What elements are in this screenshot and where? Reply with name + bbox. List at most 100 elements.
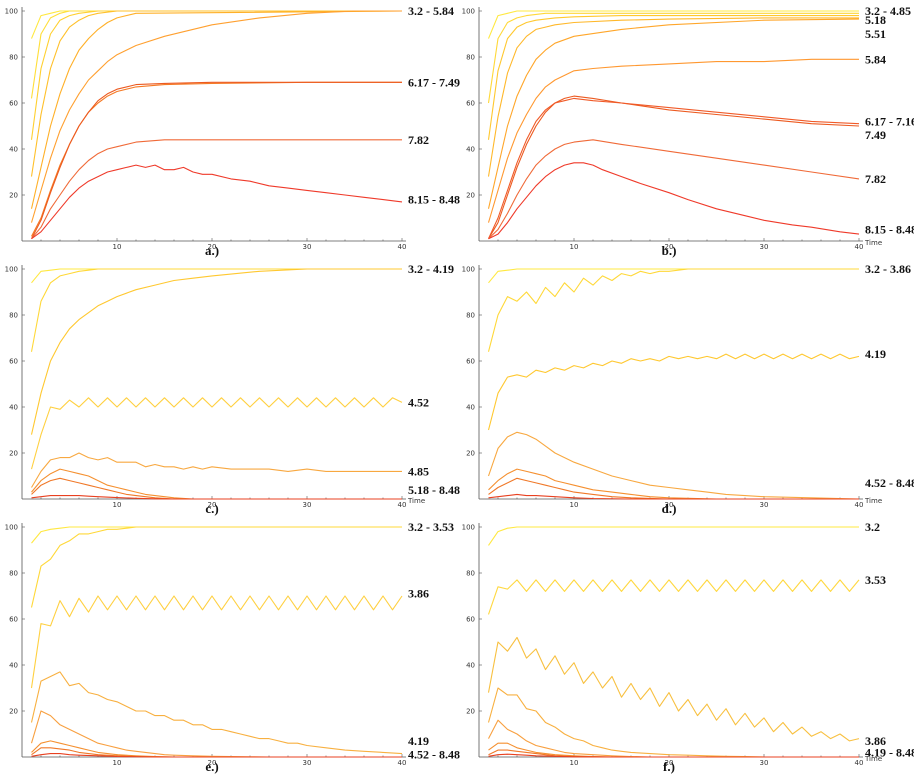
series-line-4 <box>30 671 403 755</box>
x-axis-label: Time <box>407 497 425 505</box>
series-line-4 <box>487 431 860 500</box>
chart-panel-6: 20 40 60 80 100 10 20 30 40 Time 3.2 3.53 3.86 4.19 -… <box>457 516 914 774</box>
series-line-2 <box>30 268 402 352</box>
y-tick-label: 100 <box>462 266 475 274</box>
y-tick-label: 100 <box>5 266 18 274</box>
x-tick-label: 30 <box>760 243 769 251</box>
x-tick-label: 30 <box>303 243 312 251</box>
y-tick-label: 20 <box>9 450 18 458</box>
y-tick-label: 80 <box>9 54 18 62</box>
curve-label: 4.52 - 8.48 <box>408 748 460 762</box>
y-tick-label: 100 <box>5 8 18 16</box>
chart-panel-2: 20 40 60 80 100 10 20 30 40 Time 3.2 - 4.85 5.18 5.5… <box>457 0 914 258</box>
series-line-5 <box>487 18 860 209</box>
series-line-2 <box>487 12 859 104</box>
chart-svg: 20 40 60 80 100 10 20 30 40 3.2 - 5.84 6.17 - 7.49… <box>5 4 460 258</box>
x-tick-label: 40 <box>398 501 407 509</box>
x-tick-label: 30 <box>760 759 769 767</box>
series-line-10 <box>488 162 860 240</box>
x-tick-label: 20 <box>665 759 674 767</box>
series-line-8 <box>31 753 402 758</box>
panel-label: f.) <box>663 759 675 774</box>
series-line-2 <box>30 526 402 608</box>
series-line-4 <box>487 687 859 758</box>
x-tick-label: 40 <box>855 759 864 767</box>
x-tick-label: 30 <box>303 501 312 509</box>
x-tick-label: 20 <box>208 501 217 509</box>
x-tick-label: 10 <box>570 501 579 509</box>
series-line-1 <box>488 268 859 284</box>
curve-label: 4.52 - 8.48 <box>865 476 914 490</box>
y-tick-label: 60 <box>9 358 18 366</box>
panel-label: c.) <box>205 501 218 516</box>
panel-label: d.) <box>662 501 677 516</box>
curve-label: 3.53 <box>865 573 886 587</box>
y-tick-label: 80 <box>466 570 475 578</box>
curve-label: 7.49 <box>865 128 886 142</box>
y-tick-label: 60 <box>9 616 18 624</box>
y-tick-label: 40 <box>466 662 475 670</box>
chart-svg: 20 40 60 80 100 10 20 30 40 3.2 - 3.53 3.86 4.194.5… <box>5 520 460 774</box>
curve-label: 7.82 <box>408 133 429 147</box>
series-line-3 <box>30 595 403 689</box>
series-line-7 <box>31 81 402 237</box>
series-line-4 <box>30 397 403 470</box>
curve-label: 4.52 <box>408 395 429 409</box>
y-tick-label: 20 <box>466 708 475 716</box>
x-tick-label: 30 <box>303 759 312 767</box>
y-tick-label: 40 <box>9 662 18 670</box>
series-line-1 <box>31 526 402 544</box>
series-line-2 <box>487 268 859 352</box>
x-tick-label: 10 <box>113 501 122 509</box>
x-tick-label: 40 <box>398 759 407 767</box>
curve-label: 5.84 <box>865 52 886 66</box>
curve-label: 4.19 <box>865 347 886 361</box>
series-line-6 <box>487 58 859 223</box>
y-tick-label: 20 <box>9 192 18 200</box>
chart-panel-5: 20 40 60 80 100 10 20 30 40 3.2 - 3.53 3.86 4.19 4.5… <box>0 516 460 774</box>
series-line-2 <box>487 579 860 615</box>
series-line-3 <box>487 353 860 431</box>
panel-label: e.) <box>205 759 218 774</box>
series-line-10 <box>31 164 403 240</box>
series-line-2 <box>30 10 402 99</box>
x-tick-label: 20 <box>665 243 674 251</box>
series-line-6 <box>31 468 402 500</box>
y-tick-label: 100 <box>462 8 475 16</box>
series-line-4 <box>30 10 402 177</box>
y-tick-label: 60 <box>466 358 475 366</box>
series-line-1 <box>30 10 402 39</box>
y-tick-label: 20 <box>466 450 475 458</box>
curve-label: 3.2 - 3.53 <box>408 520 454 534</box>
curve-label: 8.15 - 8.48 <box>865 223 914 237</box>
x-tick-label: 40 <box>855 501 864 509</box>
curve-label: 3.2 - 5.84 <box>408 4 454 18</box>
y-tick-label: 80 <box>9 312 18 320</box>
x-tick-label: 20 <box>665 501 674 509</box>
curve-label: 3.86 <box>865 734 886 748</box>
series-line-7 <box>488 95 860 239</box>
x-tick-label: 40 <box>855 243 864 251</box>
y-tick-label: 80 <box>466 54 475 62</box>
curve-label: 4.19 - 8.48 <box>865 745 914 759</box>
y-tick-label: 20 <box>9 708 18 716</box>
curve-label: 4.19 <box>408 734 429 748</box>
curve-label: 8.15 - 8.48 <box>408 193 460 207</box>
x-tick-label: 10 <box>113 759 122 767</box>
series-line-9 <box>488 139 860 240</box>
curve-label: 6.17 - 7.49 <box>408 75 460 89</box>
curve-label: 6.17 - 7.16 <box>865 114 914 128</box>
series-line-8 <box>488 753 859 758</box>
y-tick-label: 40 <box>466 146 475 154</box>
y-tick-label: 40 <box>9 146 18 154</box>
series-line-8 <box>488 97 860 239</box>
series-line-5 <box>488 719 859 758</box>
curve-label: 3.86 <box>408 587 429 601</box>
series-line-6 <box>31 740 402 758</box>
series-line-3 <box>487 636 860 742</box>
chart-panel-1: 20 40 60 80 100 10 20 30 40 3.2 - 5.84 6.17 - 7.49… <box>0 0 460 258</box>
series-line-5 <box>488 468 859 500</box>
